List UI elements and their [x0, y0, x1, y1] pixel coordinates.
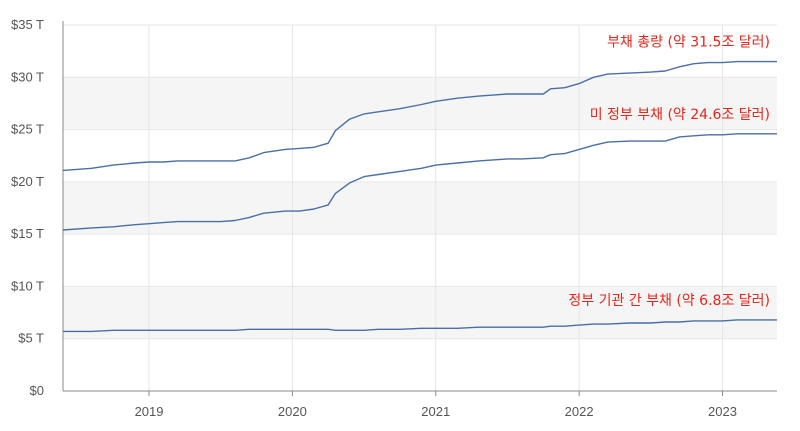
- y-tick-label: $5 T: [18, 331, 44, 346]
- series-line-1: [62, 133, 777, 231]
- series-annotation: 정부 기관 간 부채 (약 6.8조 달러): [568, 293, 770, 309]
- axes: [62, 21, 777, 396]
- series-annotation: 부채 총량 (약 31.5조 달러): [607, 35, 770, 51]
- background-band: [63, 129, 777, 182]
- x-tick-label: 2019: [135, 404, 164, 419]
- plot-background-bands: [63, 25, 777, 391]
- y-tick-label: $35 T: [11, 17, 44, 32]
- y-tick-label: $25 T: [11, 122, 44, 137]
- x-tick-label: 2022: [565, 404, 594, 419]
- series-lines: [62, 60, 777, 333]
- series-annotations: 부채 총량 (약 31.5조 달러) 미 정부 부채 (약 24.6조 달러) 정부…: [568, 35, 770, 309]
- y-tick-label: $0: [30, 383, 44, 398]
- x-axis-tick-labels: 2019 2020 2021 2022 2023: [135, 404, 737, 419]
- series-line-2: [63, 319, 777, 333]
- y-axis-tick-labels: $0 $5 T $10 T $15 T $20 T $25 T $30 T $35 T: [11, 17, 44, 398]
- background-band: [63, 338, 777, 391]
- series-line-0: [62, 60, 777, 172]
- x-tick-label: 2020: [278, 404, 307, 419]
- background-band: [63, 234, 777, 287]
- y-tick-label: $20 T: [11, 174, 44, 189]
- background-band: [63, 181, 777, 235]
- y-tick-label: $15 T: [11, 226, 44, 241]
- gridlines: [63, 24, 777, 392]
- background-band: [63, 77, 777, 130]
- x-tick-label: 2023: [708, 404, 737, 419]
- y-tick-label: $10 T: [11, 278, 44, 293]
- y-tick-label: $30 T: [11, 69, 44, 84]
- background-band: [63, 25, 777, 78]
- series-annotation: 미 정부 부채 (약 24.6조 달러): [590, 107, 770, 123]
- x-tick-label: 2021: [421, 404, 450, 419]
